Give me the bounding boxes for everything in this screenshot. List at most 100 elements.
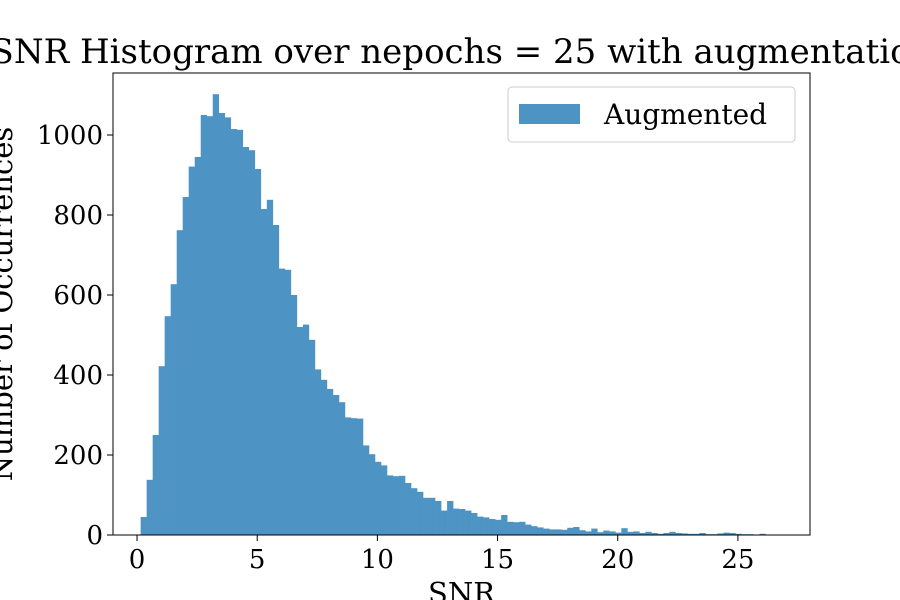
histogram-bar (429, 497, 436, 535)
histogram-bar (350, 418, 358, 535)
histogram-bar (729, 533, 736, 535)
histogram-bar (278, 268, 286, 535)
x-axis-ticks: 0 5 10 15 20 25 (129, 535, 754, 575)
histogram-bar (212, 94, 220, 535)
histogram-bar (471, 513, 478, 535)
chart-title: SNR Histogram over nepochs = 25 with aug… (0, 32, 900, 72)
legend-box (507, 86, 796, 143)
histogram-bar (308, 339, 316, 535)
histogram-bar (386, 475, 394, 535)
histogram-bar (459, 509, 466, 535)
histogram-bar (164, 316, 171, 535)
histogram-bar (501, 515, 508, 535)
histogram-bar (759, 533, 766, 535)
histogram-bar (158, 366, 165, 535)
axes-frame (112, 72, 811, 536)
histogram-bar (567, 527, 574, 535)
histogram-bar (423, 497, 430, 535)
histogram-bar (627, 531, 634, 535)
histogram-bar (651, 533, 658, 535)
y-tick-label: 800 (53, 201, 103, 231)
histogram-bar (543, 528, 550, 535)
histogram-bar (405, 483, 412, 535)
histogram-bar (254, 169, 262, 535)
histogram-bar (290, 295, 298, 535)
y-tick-label: 1000 (37, 121, 103, 151)
histogram-bar (609, 531, 616, 535)
histogram-bar (326, 389, 334, 535)
histogram-bar (200, 115, 208, 535)
x-tick-label: 0 (129, 545, 146, 575)
histogram-bar (591, 528, 598, 535)
histogram-bar (681, 533, 688, 535)
histogram-bar (344, 417, 352, 535)
x-tick-label: 15 (481, 545, 514, 575)
histogram-bar (693, 533, 700, 535)
histogram-bar (272, 225, 280, 535)
histogram-bar (669, 531, 676, 535)
y-tick-label: 400 (53, 361, 103, 391)
histogram-bar (597, 532, 604, 535)
histogram-bar (519, 521, 526, 535)
histogram-bar (675, 533, 682, 535)
histogram-bar (621, 528, 628, 535)
histogram-bar (248, 150, 256, 535)
legend-swatch (519, 104, 580, 124)
histogram-bar (489, 519, 496, 535)
histogram-bar (146, 479, 153, 535)
histogram-bar (513, 522, 520, 535)
histogram-bar (441, 510, 448, 535)
histogram-bar (411, 488, 418, 535)
histogram-bar (615, 532, 622, 535)
histogram-bar (447, 501, 454, 535)
y-axis-ticks: 0 200 400 600 800 1000 (37, 121, 113, 551)
y-tick-label: 600 (53, 281, 103, 311)
histogram-bar (176, 230, 183, 535)
histogram-bar (555, 529, 562, 535)
legend: Augmented (507, 86, 796, 143)
histogram-bar (585, 531, 592, 535)
histogram-bar (356, 418, 364, 535)
histogram-bar (645, 531, 652, 535)
histogram-bar (531, 526, 538, 535)
histogram-bar (477, 516, 484, 535)
histogram-bar (417, 491, 424, 535)
histogram-bar (465, 510, 472, 535)
histogram-bar (495, 519, 502, 535)
histogram-bar (699, 533, 706, 535)
histogram-bar (296, 327, 304, 535)
y-tick-label: 0 (86, 521, 103, 551)
histogram-bar (152, 435, 159, 535)
histogram-bar (188, 166, 196, 535)
histogram-bar (453, 508, 460, 535)
histogram-bar (663, 533, 670, 535)
histogram-bar (194, 157, 202, 535)
histogram-bar (242, 147, 250, 535)
histogram-bar (603, 530, 610, 535)
histogram-bar (399, 475, 406, 535)
histogram-bar (525, 524, 532, 535)
y-axis-label: Number of Occurrences (0, 127, 19, 482)
histogram-bar (657, 533, 664, 535)
histogram-bar (687, 533, 694, 535)
histogram-bar (236, 129, 244, 536)
histogram-bar (314, 369, 322, 535)
histogram-bar (338, 402, 346, 535)
histogram-bars (140, 94, 790, 536)
x-axis-label: SNR (428, 576, 496, 600)
histogram-bar (435, 501, 442, 535)
histogram-bar (368, 454, 376, 535)
histogram-bar (735, 533, 742, 535)
histogram-bar (717, 533, 724, 535)
histogram-bar (393, 476, 400, 535)
histogram-bar (483, 517, 490, 535)
histogram-bar (206, 116, 214, 535)
x-tick-label: 25 (721, 545, 754, 575)
histogram-bar (374, 461, 382, 535)
histogram-bar (218, 113, 226, 535)
histogram-bar (561, 529, 568, 535)
histogram-bar (507, 521, 514, 535)
histogram-bar (332, 395, 340, 535)
x-tick-label: 5 (249, 545, 266, 575)
